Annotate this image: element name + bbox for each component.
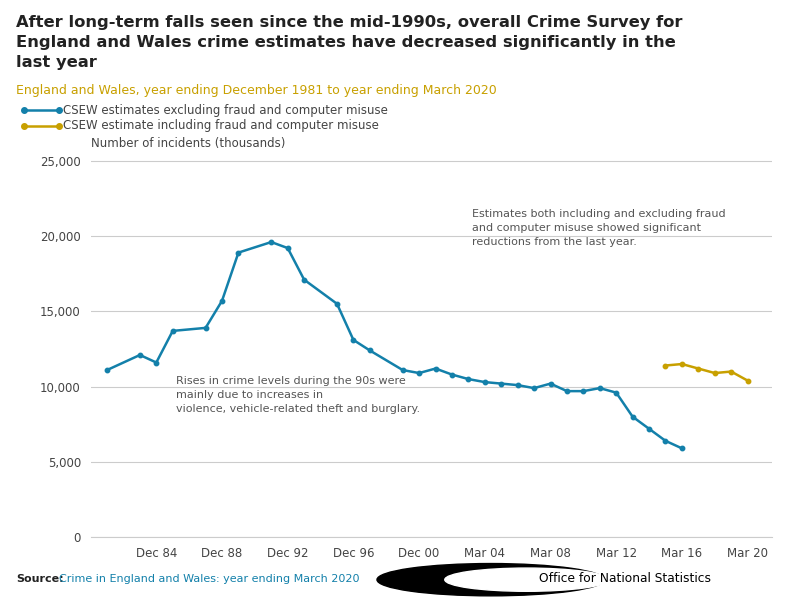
Text: England and Wales, year ending December 1981 to year ending March 2020: England and Wales, year ending December … (16, 84, 496, 97)
Text: Source:: Source: (16, 574, 63, 583)
Text: Office for National Statistics: Office for National Statistics (539, 572, 711, 585)
Text: Estimates both including and excluding fraud
and computer misuse showed signific: Estimates both including and excluding f… (472, 209, 725, 247)
Text: After long-term falls seen since the mid-1990s, overall Crime Survey for: After long-term falls seen since the mid… (16, 15, 682, 30)
Text: England and Wales crime estimates have decreased significantly in the: England and Wales crime estimates have d… (16, 35, 675, 50)
Circle shape (377, 563, 604, 596)
Text: CSEW estimate including fraud and computer misuse: CSEW estimate including fraud and comput… (63, 119, 379, 132)
Text: Crime in England and Wales: year ending March 2020: Crime in England and Wales: year ending … (59, 574, 359, 583)
Circle shape (444, 568, 608, 591)
Text: last year: last year (16, 55, 97, 70)
Text: Rises in crime levels during the 90s were
mainly due to increases in
violence, v: Rises in crime levels during the 90s wer… (176, 376, 420, 414)
Text: CSEW estimates excluding fraud and computer misuse: CSEW estimates excluding fraud and compu… (63, 104, 388, 117)
Text: Number of incidents (thousands): Number of incidents (thousands) (91, 137, 285, 149)
